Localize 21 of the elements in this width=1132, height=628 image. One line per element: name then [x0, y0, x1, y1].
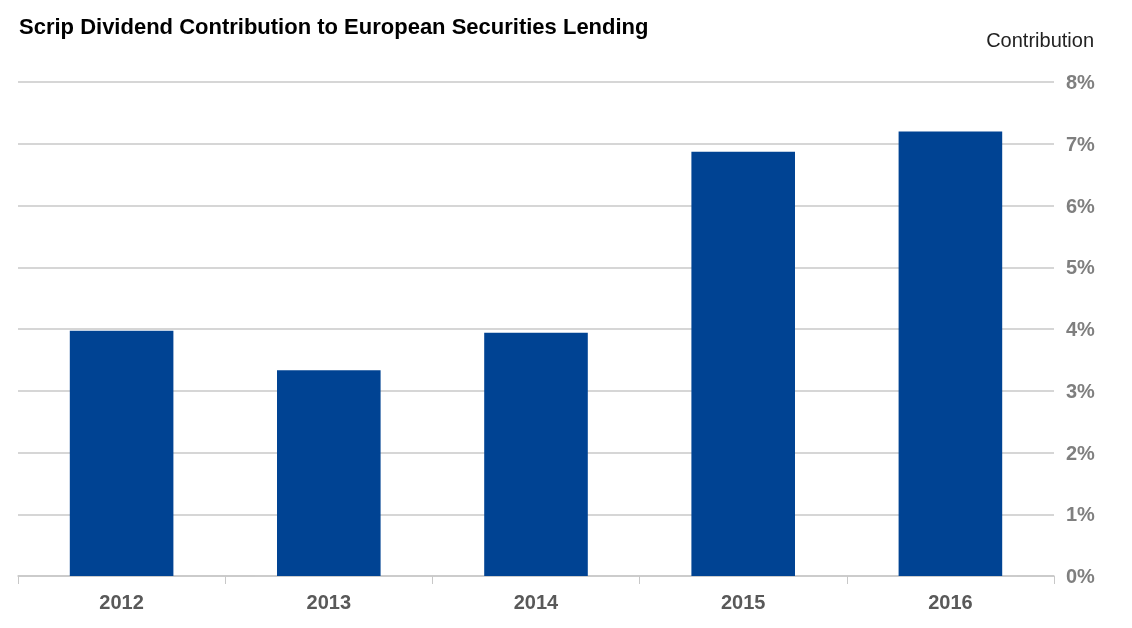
y-tick-label: 0% — [1066, 565, 1096, 587]
x-tick-label: 2014 — [513, 591, 560, 613]
y-tick-label: 6% — [1066, 194, 1096, 217]
y-tick-label: 4% — [1066, 318, 1096, 340]
y-tick-label: 5% — [1066, 256, 1096, 279]
bar — [277, 370, 381, 576]
x-tick-label: 2016 — [928, 591, 973, 613]
chart-title: Scrip Dividend Contribution to European Securities Lending — [19, 13, 649, 39]
y-axis-title: Contribution — [986, 29, 1094, 51]
bar — [898, 131, 1003, 576]
bar — [69, 330, 174, 576]
bar — [484, 332, 588, 576]
x-tick-label: 2015 — [720, 591, 766, 613]
y-tick-label: 1% — [1066, 503, 1096, 526]
x-tick-label: 2013 — [306, 591, 352, 613]
y-tick-label: 7% — [1066, 132, 1096, 155]
x-tick-label: 2012 — [99, 591, 144, 613]
y-tick-label: 2% — [1066, 441, 1096, 464]
bar — [691, 151, 795, 576]
y-tick-label: 3% — [1066, 379, 1096, 402]
y-tick-label: 8% — [1066, 71, 1096, 93]
